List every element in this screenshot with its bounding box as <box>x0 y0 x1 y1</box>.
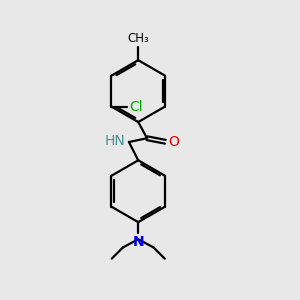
Text: HN: HN <box>105 134 126 148</box>
Text: CH₃: CH₃ <box>127 32 149 45</box>
Text: Cl: Cl <box>129 100 143 114</box>
Text: O: O <box>168 135 179 149</box>
Text: N: N <box>132 235 144 249</box>
